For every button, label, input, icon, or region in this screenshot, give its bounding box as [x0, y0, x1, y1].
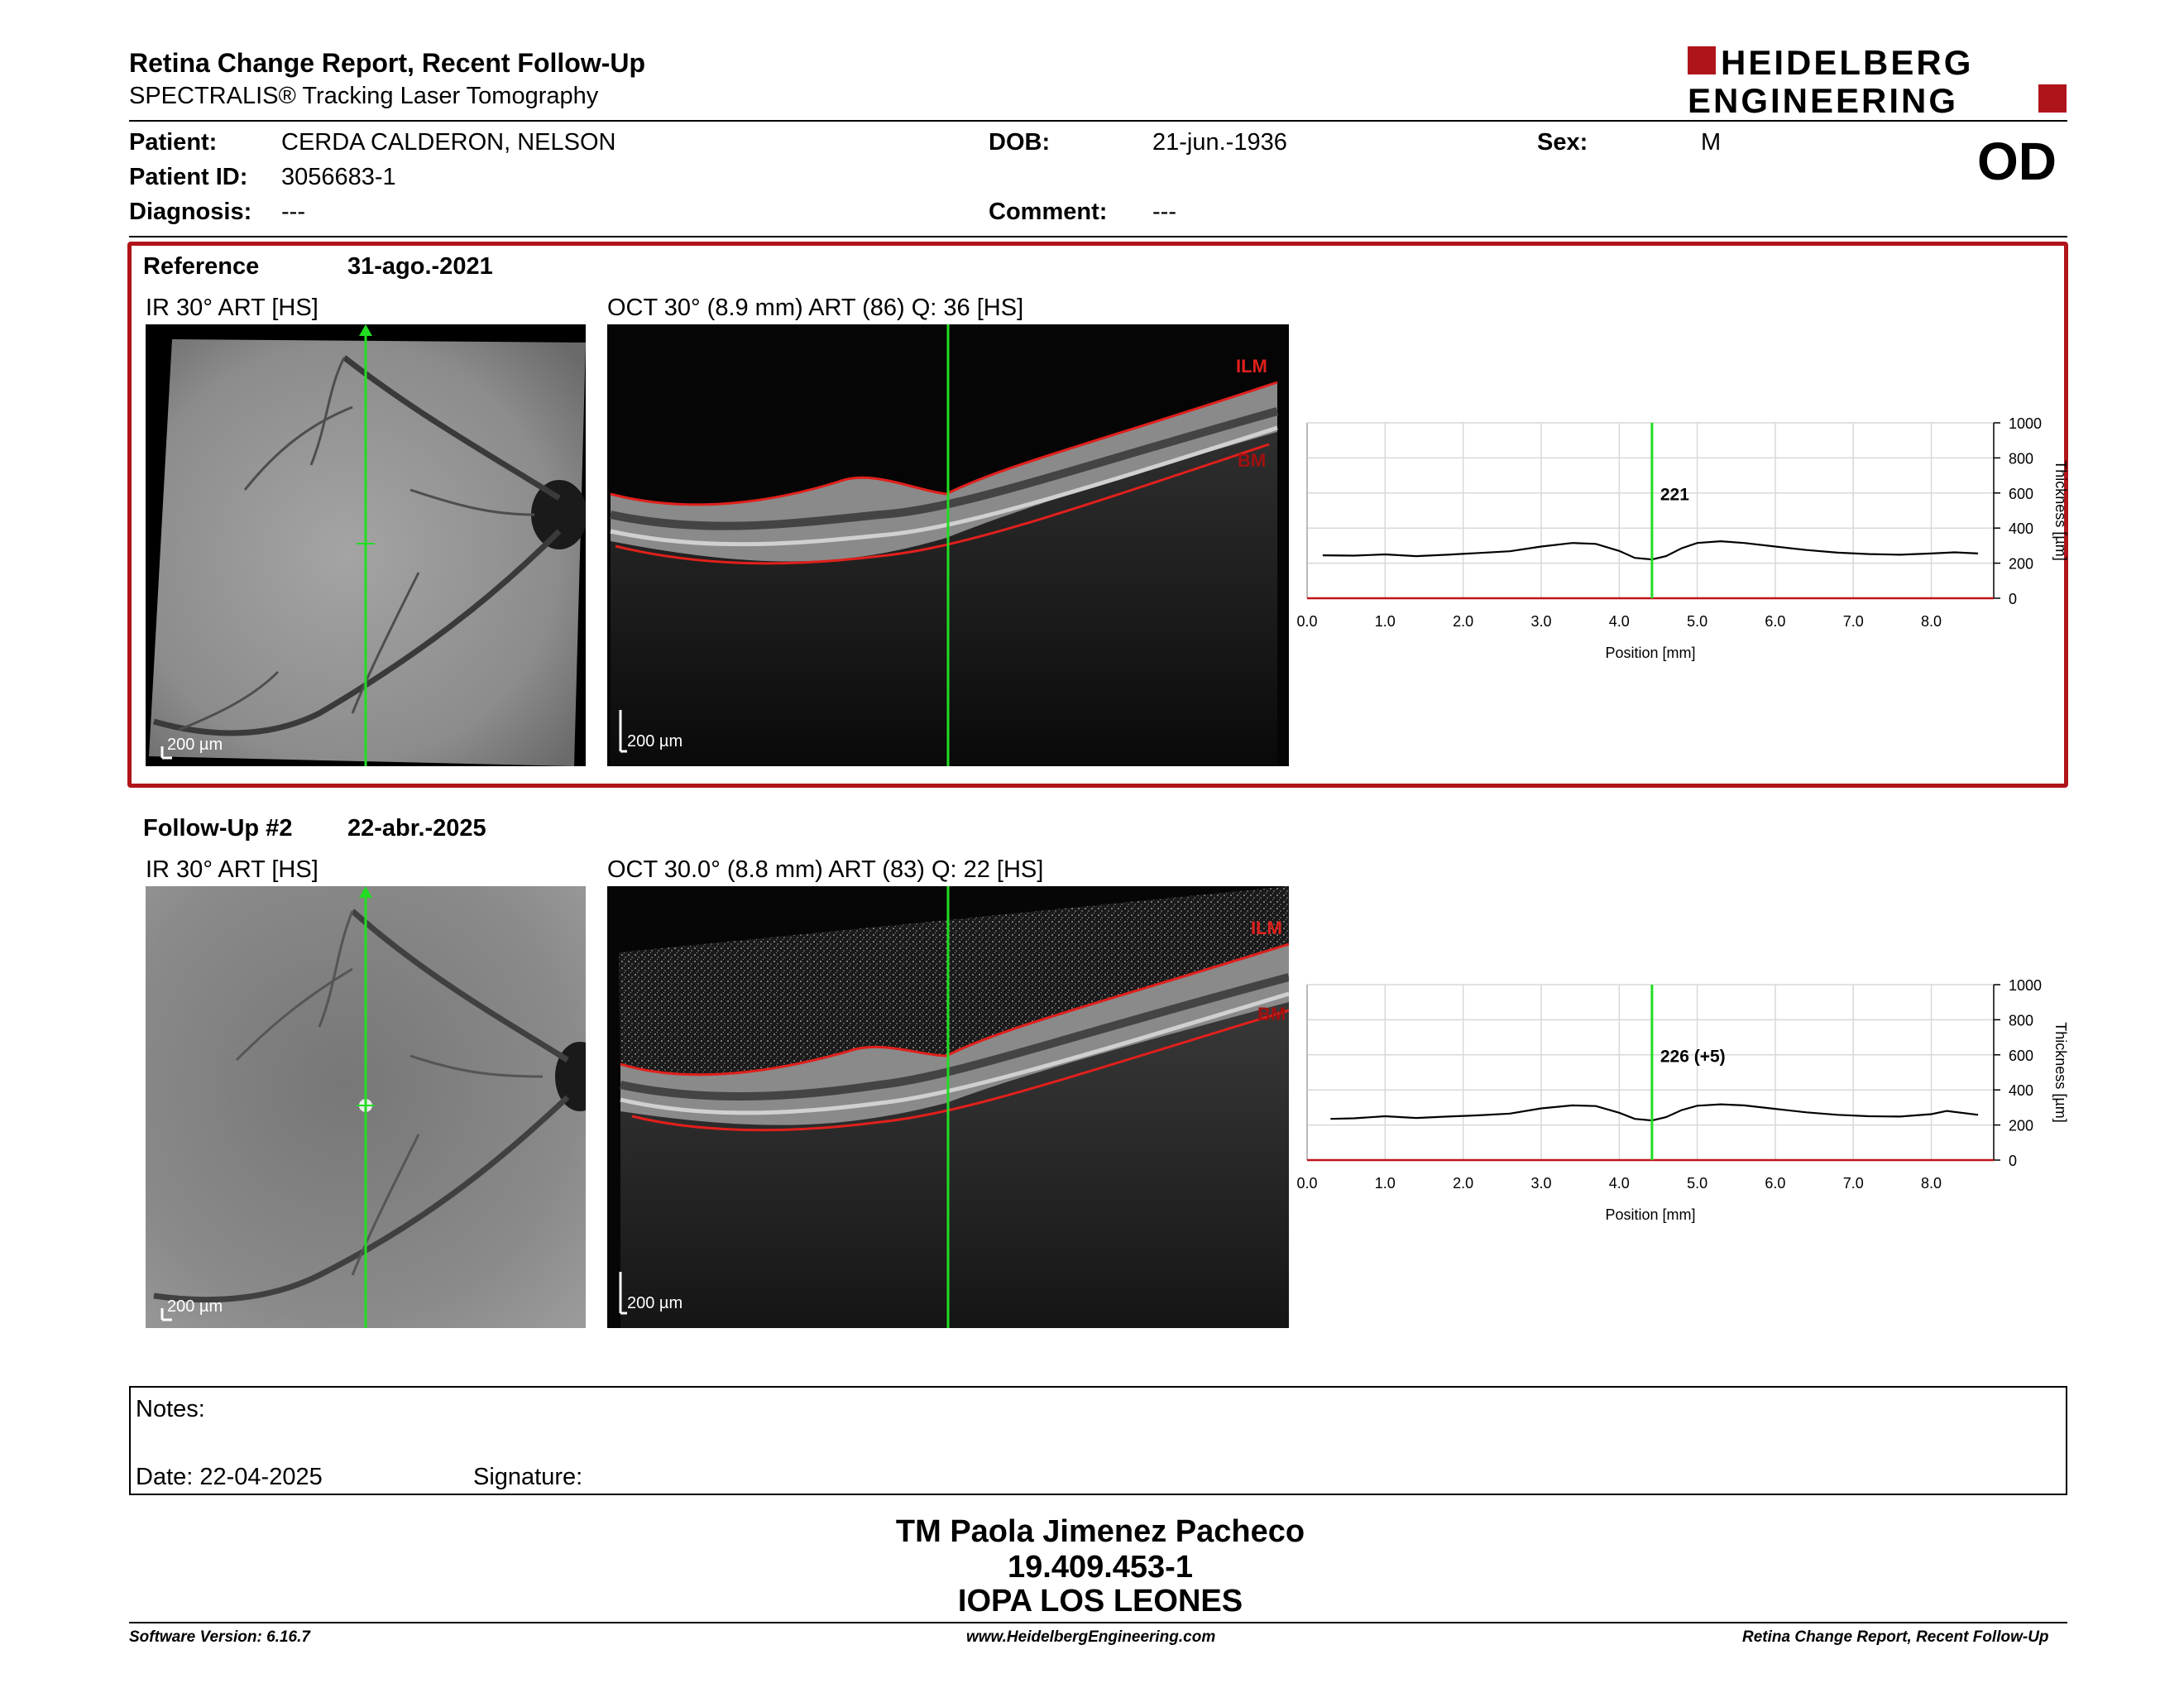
- diagnosis-value: ---: [281, 199, 305, 225]
- diagnosis-label: Diagnosis:: [129, 199, 252, 225]
- x-tick-label: 8.0: [1921, 613, 1942, 630]
- eye-indicator: OD: [1977, 132, 2057, 191]
- y-tick-label: 200: [2009, 1118, 2033, 1134]
- y-tick-label: 200: [2009, 556, 2033, 573]
- x-tick-label: 5.0: [1687, 613, 1707, 630]
- x-tick-label: 2.0: [1453, 613, 1473, 630]
- patient-label: Patient:: [129, 129, 218, 156]
- notes-box[interactable]: Notes: Date: 22-04-2025 Signature:: [129, 1386, 2067, 1495]
- x-tick-label: 7.0: [1843, 613, 1864, 630]
- y-tick-label: 800: [2009, 1012, 2033, 1029]
- x-axis-label: Position [mm]: [1605, 645, 1695, 661]
- logo-line-2: ENGINEERING: [1688, 81, 1958, 117]
- patient-id: 3056683-1: [281, 164, 396, 190]
- dob-value: 21-jun.-1936: [1152, 129, 1287, 156]
- patient-name: CERDA CALDERON, NELSON: [281, 129, 616, 156]
- report-subtitle: SPECTRALIS® Tracking Laser Tomography: [129, 83, 599, 109]
- y-axis-label: Thickness [µm]: [2052, 1022, 2068, 1122]
- x-tick-label: 8.0: [1921, 1175, 1942, 1192]
- signer-name: TM Paola Jimenez Pacheco: [895, 1514, 1305, 1549]
- y-tick-label: 1000: [2009, 977, 2042, 994]
- reference-label: Reference: [143, 253, 260, 280]
- y-tick-label: 800: [2009, 450, 2033, 467]
- y-tick-label: 600: [2009, 486, 2033, 502]
- notes-label: Notes:: [136, 1396, 205, 1422]
- y-tick-label: 0: [2009, 591, 2017, 607]
- followup-oct-scale: 200 µm: [627, 1294, 682, 1312]
- reference-bm-label: BM: [1238, 450, 1266, 471]
- y-tick-label: 0: [2009, 1153, 2017, 1169]
- y-axis-label: Thickness [µm]: [2052, 460, 2068, 560]
- x-tick-label: 4.0: [1609, 1175, 1630, 1192]
- report-title: Retina Change Report, Recent Follow-Up: [129, 48, 646, 78]
- x-tick-label: 6.0: [1765, 1175, 1785, 1192]
- reference-oct-caption: OCT 30° (8.9 mm) ART (86) Q: 36 [HS]: [607, 295, 1024, 321]
- thickness-series-line: [1330, 1103, 1979, 1122]
- followup-date: 22-abr.-2025: [347, 815, 486, 842]
- reference-thickness-chart: 0.0 1.0 2.0 3.0 4.0 5.0 6.0 7.0 8.0 0 200 400 600 800…: [1296, 415, 2068, 661]
- patient-divider: [129, 236, 2067, 237]
- x-tick-label: 7.0: [1843, 1175, 1864, 1192]
- dob-label: DOB:: [989, 129, 1051, 156]
- followup-oct-image[interactable]: ILM BM 200 µm: [607, 886, 1289, 1328]
- x-tick-label: 1.0: [1375, 1175, 1396, 1192]
- x-tick-label: 0.0: [1296, 613, 1317, 630]
- reference-ir-image[interactable]: 200 µm: [146, 324, 586, 766]
- reference-ir-scale: 200 µm: [167, 736, 223, 754]
- y-tick-label: 1000: [2009, 415, 2042, 432]
- y-tick-label: 600: [2009, 1048, 2033, 1064]
- thickness-series-line: [1322, 539, 1979, 561]
- logo-line-1: HEIDELBERG: [1721, 43, 1973, 82]
- x-tick-label: 0.0: [1296, 1175, 1317, 1192]
- followup-ir-image[interactable]: 200 µm: [146, 886, 586, 1328]
- followup-ir-caption: IR 30° ART [HS]: [146, 856, 318, 883]
- signature-label: Signature:: [473, 1464, 583, 1490]
- reference-oct-image[interactable]: ILM BM 200 µm: [607, 324, 1289, 766]
- footer-divider: [129, 1622, 2067, 1623]
- website-link[interactable]: www.HeidelbergEngineering.com: [966, 1628, 1216, 1646]
- footer-report-name: Retina Change Report, Recent Follow-Up: [1742, 1628, 2049, 1646]
- x-tick-label: 3.0: [1530, 613, 1551, 630]
- y-tick-label: 400: [2009, 1082, 2033, 1099]
- cursor-thickness-label: 221: [1660, 485, 1689, 504]
- followup-ilm-label: ILM: [1251, 918, 1282, 938]
- x-tick-label: 2.0: [1453, 1175, 1473, 1192]
- followup-ir-scale: 200 µm: [167, 1297, 223, 1316]
- x-tick-label: 6.0: [1765, 613, 1785, 630]
- reference-oct-scale: 200 µm: [627, 732, 682, 750]
- x-tick-label: 4.0: [1609, 613, 1630, 630]
- software-version: Software Version: 6.16.7: [129, 1628, 310, 1646]
- reference-ir-caption: IR 30° ART [HS]: [146, 295, 318, 321]
- patient-id-label: Patient ID:: [129, 164, 248, 190]
- cursor-thickness-label: 226 (+5): [1660, 1047, 1726, 1066]
- reference-ilm-label: ILM: [1236, 356, 1267, 376]
- x-tick-label: 3.0: [1530, 1175, 1551, 1192]
- heidelberg-logo: HEIDELBERG ENGINEERING: [1688, 43, 2067, 117]
- header-divider: [129, 120, 2067, 122]
- comment-value: ---: [1152, 199, 1176, 225]
- followup-thickness-chart: 0.0 1.0 2.0 3.0 4.0 5.0 6.0 7.0 8.0 0 200 400 600 800…: [1296, 977, 2068, 1223]
- comment-label: Comment:: [989, 199, 1108, 225]
- x-axis-label: Position [mm]: [1605, 1206, 1695, 1223]
- sex-label: Sex:: [1537, 129, 1588, 156]
- followup-label: Follow-Up #2: [143, 815, 293, 842]
- reference-date: 31-ago.-2021: [347, 253, 493, 280]
- sex-value: M: [1701, 129, 1722, 156]
- signer-id: 19.409.453-1: [1008, 1550, 1193, 1585]
- x-tick-label: 5.0: [1687, 1175, 1707, 1192]
- followup-bm-label: BM: [1257, 1004, 1286, 1024]
- y-tick-label: 400: [2009, 520, 2033, 537]
- followup-oct-caption: OCT 30.0° (8.8 mm) ART (83) Q: 22 [HS]: [607, 856, 1044, 883]
- x-tick-label: 1.0: [1375, 613, 1396, 630]
- notes-date: Date: 22-04-2025: [136, 1464, 323, 1490]
- signer-institution: IOPA LOS LEONES: [957, 1584, 1243, 1618]
- reference-frame: [127, 242, 2068, 788]
